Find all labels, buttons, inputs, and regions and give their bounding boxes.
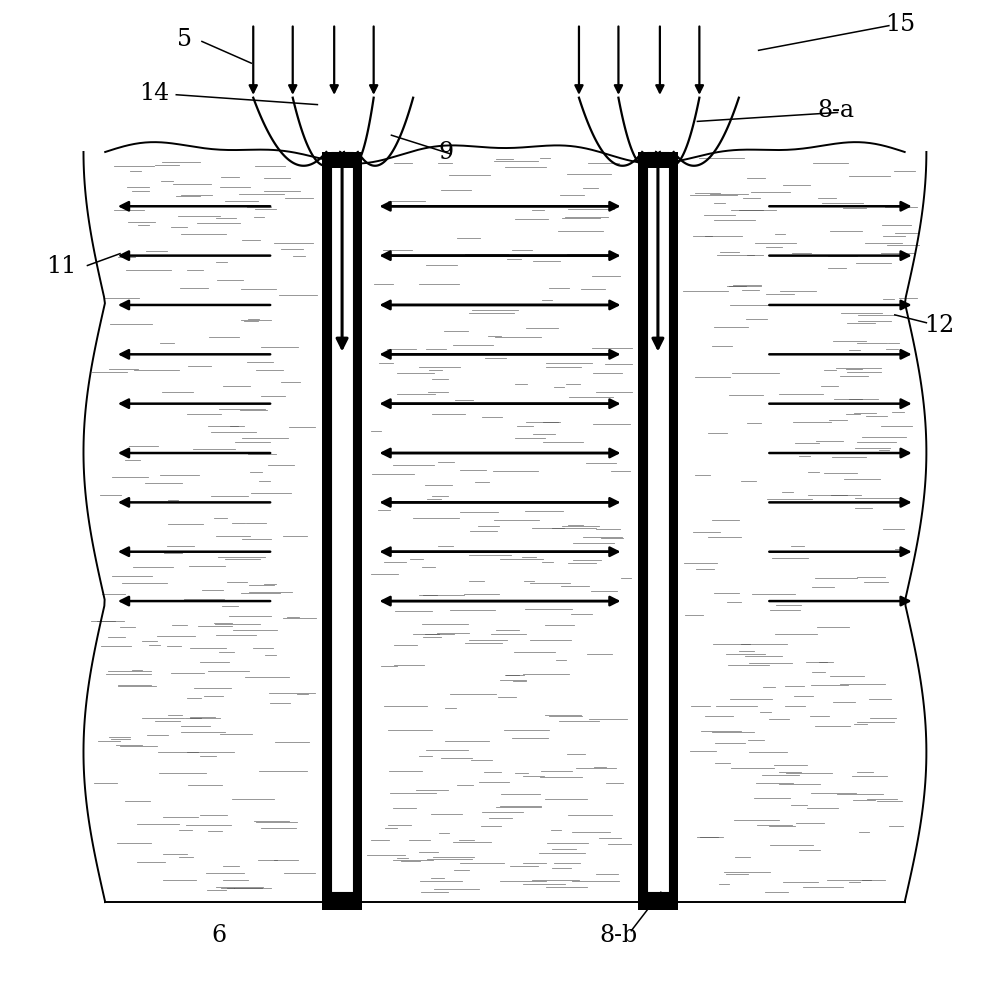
Text: 12: 12 (924, 314, 954, 337)
Text: 5: 5 (177, 28, 192, 51)
Text: 11: 11 (46, 254, 76, 278)
Text: 9: 9 (438, 141, 453, 165)
Bar (322, 153, 331, 892)
Text: 14: 14 (139, 82, 170, 106)
Bar (669, 153, 678, 892)
Bar (638, 153, 647, 892)
Bar (638, 892, 678, 910)
Bar (331, 153, 353, 892)
Bar (647, 153, 669, 892)
Bar (322, 892, 362, 910)
Text: 15: 15 (885, 13, 915, 36)
Text: 8-b: 8-b (599, 923, 638, 947)
Text: 6: 6 (211, 923, 226, 947)
Bar (353, 153, 362, 892)
Bar (638, 153, 678, 169)
Bar (322, 153, 362, 169)
Text: 8-a: 8-a (817, 99, 854, 122)
